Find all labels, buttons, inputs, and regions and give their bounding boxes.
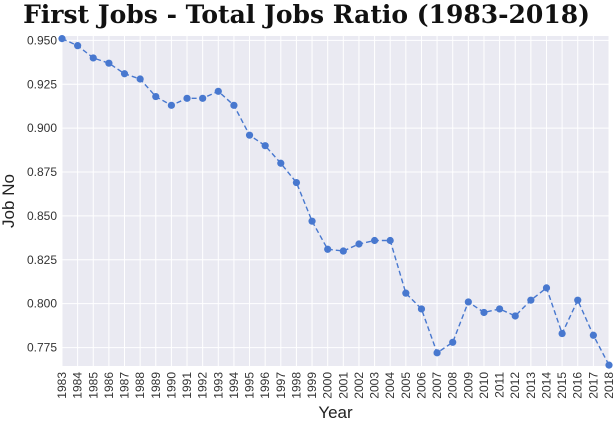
chart-title: First Jobs - Total Jobs Ratio (1983-2018… <box>23 0 590 29</box>
y-axis-ticks: 0.775 0.800 0.825 0.850 0.875 0.900 0.925 0.950 <box>27 33 57 354</box>
x-tick-label: 2005 <box>399 372 413 399</box>
x-tick-label: 2004 <box>383 372 397 399</box>
data-point <box>292 178 301 187</box>
data-point <box>605 361 613 369</box>
y-tick-label: 0.925 <box>27 77 57 91</box>
data-point <box>74 42 82 50</box>
data-point <box>105 59 113 67</box>
x-tick-label: 2018 <box>602 372 613 399</box>
data-point <box>464 298 472 306</box>
x-tick-label: 2009 <box>461 372 475 399</box>
x-axis-label: Year <box>318 403 353 422</box>
grid <box>61 36 610 366</box>
y-tick-label: 0.800 <box>27 297 57 311</box>
data-point <box>417 305 426 313</box>
x-tick-label: 1990 <box>164 372 178 399</box>
data-point <box>58 35 66 43</box>
x-tick-label: 2014 <box>539 372 553 399</box>
x-tick-label: 2012 <box>508 372 522 399</box>
x-tick-label: 1999 <box>305 372 319 399</box>
x-tick-label: 1992 <box>196 372 210 399</box>
data-point <box>339 247 347 255</box>
data-point <box>214 87 222 95</box>
x-tick-label: 1996 <box>258 372 272 399</box>
x-tick-label: 1988 <box>133 372 147 399</box>
data-point <box>89 54 97 62</box>
x-axis-ticks: 1983 1984 1985 1986 1987 1988 1989 1990 1991 1992… <box>55 372 613 399</box>
x-tick-label: 2016 <box>571 372 585 399</box>
x-tick-label: 2011 <box>493 372 507 398</box>
x-tick-label: 2017 <box>586 372 600 399</box>
data-point <box>574 296 582 304</box>
plot-area <box>62 36 609 366</box>
data-point <box>167 101 175 109</box>
x-tick-label: 1998 <box>289 372 303 399</box>
data-point <box>589 331 597 339</box>
y-axis-label: Job No <box>0 174 18 228</box>
data-point <box>183 94 191 102</box>
x-tick-label: 2003 <box>368 372 382 399</box>
data-point <box>199 94 207 102</box>
x-tick-label: 2000 <box>321 372 335 399</box>
x-tick-label: 2001 <box>336 372 350 399</box>
data-point <box>402 289 410 297</box>
x-tick-label: 2006 <box>414 372 428 399</box>
x-tick-label: 1991 <box>180 372 194 399</box>
data-point <box>558 329 566 338</box>
y-tick-label: 0.950 <box>27 33 57 47</box>
data-point <box>324 245 332 253</box>
data-point <box>230 101 238 109</box>
x-tick-label: 1995 <box>243 372 257 399</box>
x-tick-label: 2010 <box>477 372 491 399</box>
data-point <box>370 236 379 245</box>
data-point <box>245 131 254 139</box>
data-point <box>433 349 441 357</box>
data-point <box>449 338 457 346</box>
x-tick-label: 2007 <box>430 372 444 399</box>
x-tick-label: 1984 <box>71 372 85 399</box>
series-line <box>61 37 610 366</box>
y-tick-label: 0.825 <box>27 253 57 267</box>
data-point <box>511 312 519 320</box>
data-point <box>386 236 394 245</box>
data-point <box>152 92 160 101</box>
data-point <box>136 75 144 83</box>
x-tick-label: 2013 <box>524 372 538 399</box>
data-point <box>355 240 363 248</box>
data-point <box>261 142 269 150</box>
y-tick-label: 0.775 <box>27 341 57 355</box>
y-tick-label: 0.850 <box>27 209 57 223</box>
x-tick-label: 1989 <box>149 372 163 399</box>
data-point <box>542 284 551 292</box>
x-tick-label: 1993 <box>211 372 225 399</box>
y-tick-label: 0.900 <box>27 121 57 135</box>
series-layer <box>58 35 613 369</box>
data-point <box>308 217 316 225</box>
x-tick-label: 1985 <box>86 372 100 399</box>
x-tick-label: 1997 <box>274 372 288 399</box>
x-tick-label: 2002 <box>352 372 366 399</box>
data-point <box>527 296 535 304</box>
x-tick-label: 1994 <box>227 372 241 399</box>
y-tick-label: 0.875 <box>27 165 57 179</box>
data-point <box>480 308 488 317</box>
x-tick-label: 1986 <box>102 372 116 399</box>
data-point <box>277 159 285 167</box>
x-tick-label: 2015 <box>555 372 569 399</box>
data-point <box>120 70 129 78</box>
x-tick-label: 1983 <box>55 372 69 399</box>
data-point <box>496 305 504 313</box>
x-tick-label: 1987 <box>118 372 132 399</box>
x-tick-label: 2008 <box>446 372 460 399</box>
